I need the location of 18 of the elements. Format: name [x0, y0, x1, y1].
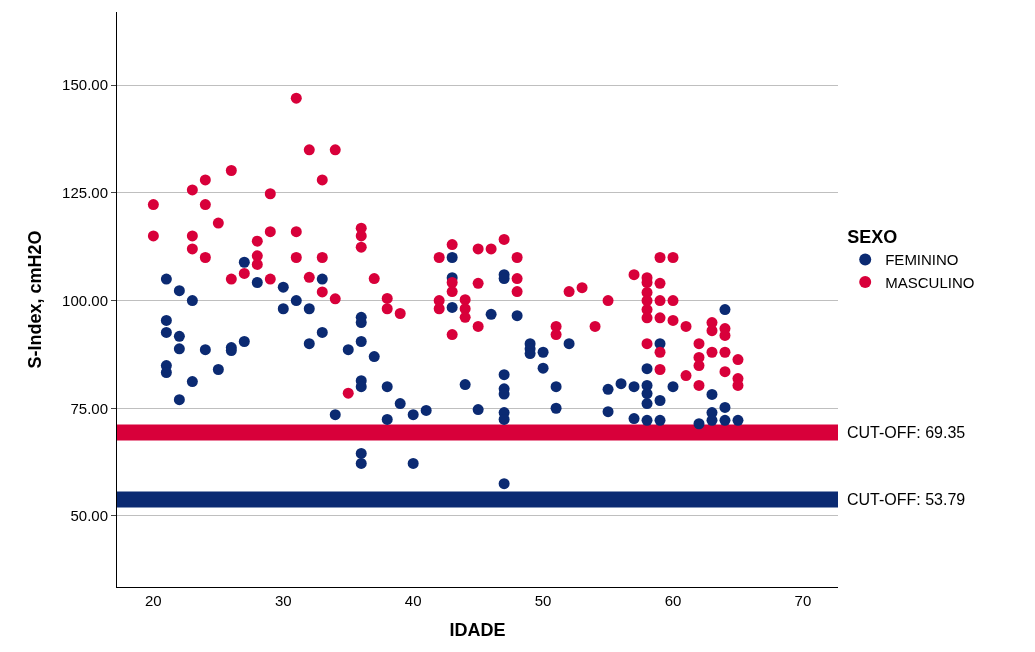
y-tick-label: 100.00	[62, 291, 108, 309]
y-tick-label: 125.00	[62, 184, 108, 202]
y-axis-title: S-Index, cmH2O	[25, 230, 46, 369]
x-tick-label: 50	[534, 592, 552, 609]
x-tick-label: 30	[274, 592, 292, 609]
legend-label: FEMININO	[885, 251, 959, 269]
x-tick-label: 70	[794, 592, 812, 609]
y-tick-label: 50.00	[70, 507, 108, 525]
y-tick-label: 150.00	[62, 76, 108, 94]
x-tick-label: 20	[145, 592, 162, 609]
y-tick-label: 75.00	[70, 399, 108, 417]
ref-line-label: CUT-OFF: 69.35	[847, 424, 966, 441]
x-tick-label: 40	[404, 592, 422, 609]
legend-title: SEXO	[847, 227, 898, 248]
ref-line-label: CUT-OFF: 53.79	[847, 491, 966, 508]
x-axis-title: IDADE	[449, 620, 506, 641]
legend-label: MASCULINO	[885, 273, 975, 291]
x-tick-label: 60	[664, 592, 682, 609]
